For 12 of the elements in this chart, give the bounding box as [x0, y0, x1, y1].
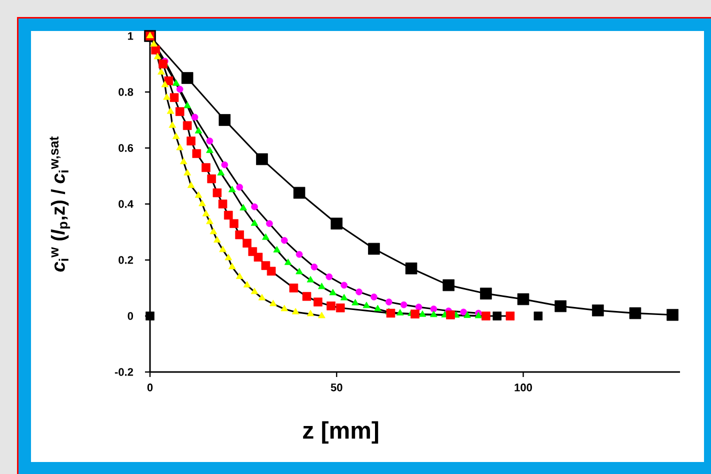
- y-tick-label: 0.4: [118, 200, 134, 208]
- y-tick-label: 0.8: [118, 88, 134, 96]
- text: c$_{i}$$^{w}$ (l$_{p}$,z) / c$_{i}$w,sat: [50, 136, 70, 272]
- y-tick-label: 0.6: [118, 144, 134, 152]
- y-tick-label: 0: [128, 312, 134, 320]
- x-tick-label: 50: [330, 384, 342, 392]
- x-tick-label: 100: [514, 384, 532, 392]
- y-tick-label: 0.2: [118, 256, 134, 264]
- y-tick-label: 1: [128, 32, 134, 40]
- x-axis-title: z [mm]: [303, 421, 378, 444]
- x-tick-label: 0: [147, 384, 153, 392]
- y-tick-label: -0.2: [114, 368, 134, 376]
